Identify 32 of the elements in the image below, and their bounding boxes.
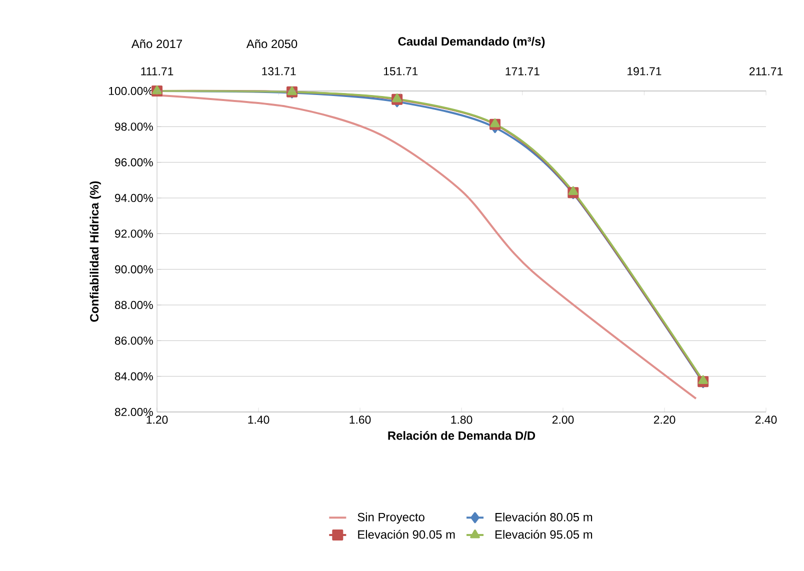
- text: Año 2017: [131, 39, 182, 48]
- y-tick-label: 98.00%: [114, 122, 153, 131]
- x-tick-label: 2.20: [654, 416, 676, 424]
- x2-axis-title: Caudal Demandado (m³/s): [398, 36, 545, 48]
- x2-tick-label: 151.71: [384, 67, 418, 76]
- y-tick-label: 82.00%: [114, 408, 153, 416]
- legend-label: Elevación 95.05 m: [495, 530, 592, 539]
- x-tick-label: 1.80: [451, 416, 472, 424]
- x-tick-label: 2.40: [755, 416, 777, 424]
- y-tick-label: 94.00%: [114, 194, 153, 202]
- x2-tick-label: 131.71: [262, 67, 296, 76]
- legend-label: Elevación 90.05 m: [358, 530, 455, 539]
- x-tick-label: 2.00: [552, 416, 574, 424]
- x2-tick-label: 191.71: [628, 67, 662, 76]
- text: Año 2050: [246, 39, 298, 48]
- x-tick-label: 1.60: [350, 416, 371, 424]
- y-tick-label: 84.00%: [114, 372, 153, 380]
- x-tick-label: 1.40: [248, 416, 270, 424]
- x2-tick-label: 111.71: [141, 67, 174, 76]
- y-tick-label: 96.00%: [114, 158, 153, 166]
- x-axis-title: Relación de Demanda D/D: [388, 430, 536, 440]
- legend-label: Elevación 80.05 m: [495, 512, 592, 522]
- y-tick-label: 92.00%: [114, 230, 153, 238]
- x-tick-label: 1.20: [146, 416, 168, 424]
- y-axis-title: Confiabilidad Hídrica (%): [90, 181, 101, 322]
- legend-label: Sin Proyecto: [358, 512, 424, 524]
- y-tick-label: 90.00%: [114, 265, 153, 274]
- y-tick-label: 100.00%: [108, 86, 153, 96]
- x2-tick-label: 171.71: [506, 67, 540, 76]
- x2-tick-label: 211.71: [749, 67, 783, 76]
- y-tick-label: 88.00%: [114, 300, 153, 310]
- y-tick-label: 86.00%: [114, 336, 153, 345]
